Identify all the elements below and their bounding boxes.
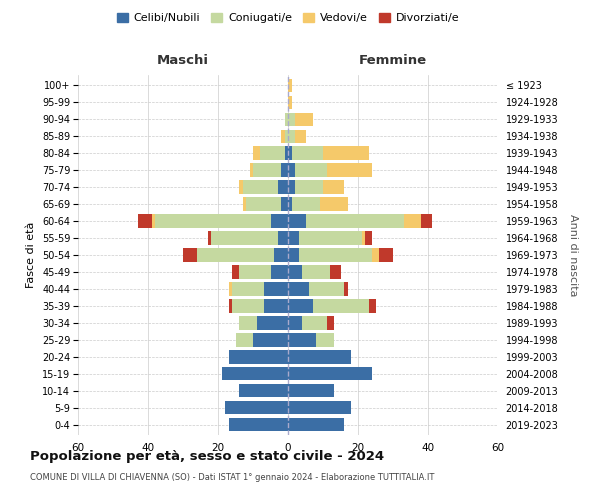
Bar [361,232,365,244]
Bar [288,316,302,330]
Bar [320,198,347,210]
Bar [263,282,288,296]
Bar [271,266,288,278]
Bar [239,180,242,194]
Bar [305,214,404,228]
Bar [232,300,263,312]
Bar [288,401,351,414]
Bar [379,248,393,262]
Bar [277,232,288,244]
Bar [260,146,284,160]
Bar [242,180,277,194]
Bar [288,248,299,262]
Bar [299,232,361,244]
Bar [229,418,288,432]
Bar [288,266,302,278]
Bar [326,316,334,330]
Bar [250,164,253,176]
Bar [288,350,351,364]
Bar [288,198,292,210]
Bar [235,334,253,346]
Bar [271,214,288,228]
Bar [288,282,309,296]
Bar [299,248,372,262]
Y-axis label: Anni di nascita: Anni di nascita [568,214,578,296]
Bar [155,214,271,228]
Bar [288,300,313,312]
Text: Popolazione per età, sesso e stato civile - 2024: Popolazione per età, sesso e stato civil… [30,450,384,463]
Bar [302,266,330,278]
Bar [263,300,288,312]
Bar [284,146,288,160]
Bar [239,266,271,278]
Bar [239,316,257,330]
Bar [253,334,288,346]
Bar [368,300,376,312]
Bar [404,214,421,228]
Bar [295,180,323,194]
Bar [281,198,288,210]
Text: Femmine: Femmine [359,54,427,68]
Bar [288,78,292,92]
Text: COMUNE DI VILLA DI CHIAVENNA (SO) - Dati ISTAT 1° gennaio 2024 - Elaborazione TU: COMUNE DI VILLA DI CHIAVENNA (SO) - Dati… [30,472,434,482]
Bar [288,232,299,244]
Bar [316,334,334,346]
Bar [208,232,211,244]
Bar [288,130,295,143]
Bar [313,300,368,312]
Bar [284,112,288,126]
Bar [288,418,344,432]
Bar [288,146,292,160]
Bar [197,248,274,262]
Bar [288,96,292,109]
Bar [257,316,288,330]
Bar [288,367,372,380]
Bar [274,248,288,262]
Bar [225,401,288,414]
Bar [281,164,288,176]
Bar [253,164,281,176]
Bar [229,282,232,296]
Bar [421,214,431,228]
Text: Maschi: Maschi [157,54,209,68]
Bar [281,130,284,143]
Bar [288,180,295,194]
Bar [323,180,344,194]
Bar [344,282,347,296]
Bar [284,130,288,143]
Bar [253,146,260,160]
Bar [221,367,288,380]
Bar [292,146,323,160]
Bar [239,384,288,398]
Bar [372,248,379,262]
Bar [295,130,305,143]
Bar [288,334,316,346]
Bar [211,232,277,244]
Bar [326,164,372,176]
Bar [288,214,305,228]
Bar [295,164,326,176]
Bar [229,350,288,364]
Bar [330,266,341,278]
Bar [151,214,155,228]
Bar [183,248,197,262]
Bar [277,180,288,194]
Bar [365,232,372,244]
Legend: Celibi/Nubili, Coniugati/e, Vedovi/e, Divorziati/e: Celibi/Nubili, Coniugati/e, Vedovi/e, Di… [112,8,464,28]
Y-axis label: Fasce di età: Fasce di età [26,222,37,288]
Bar [232,266,239,278]
Bar [295,112,313,126]
Bar [137,214,151,228]
Bar [246,198,281,210]
Bar [242,198,246,210]
Bar [232,282,263,296]
Bar [288,112,295,126]
Bar [309,282,344,296]
Bar [323,146,368,160]
Bar [229,300,232,312]
Bar [302,316,326,330]
Bar [288,384,334,398]
Bar [288,164,295,176]
Bar [292,198,320,210]
